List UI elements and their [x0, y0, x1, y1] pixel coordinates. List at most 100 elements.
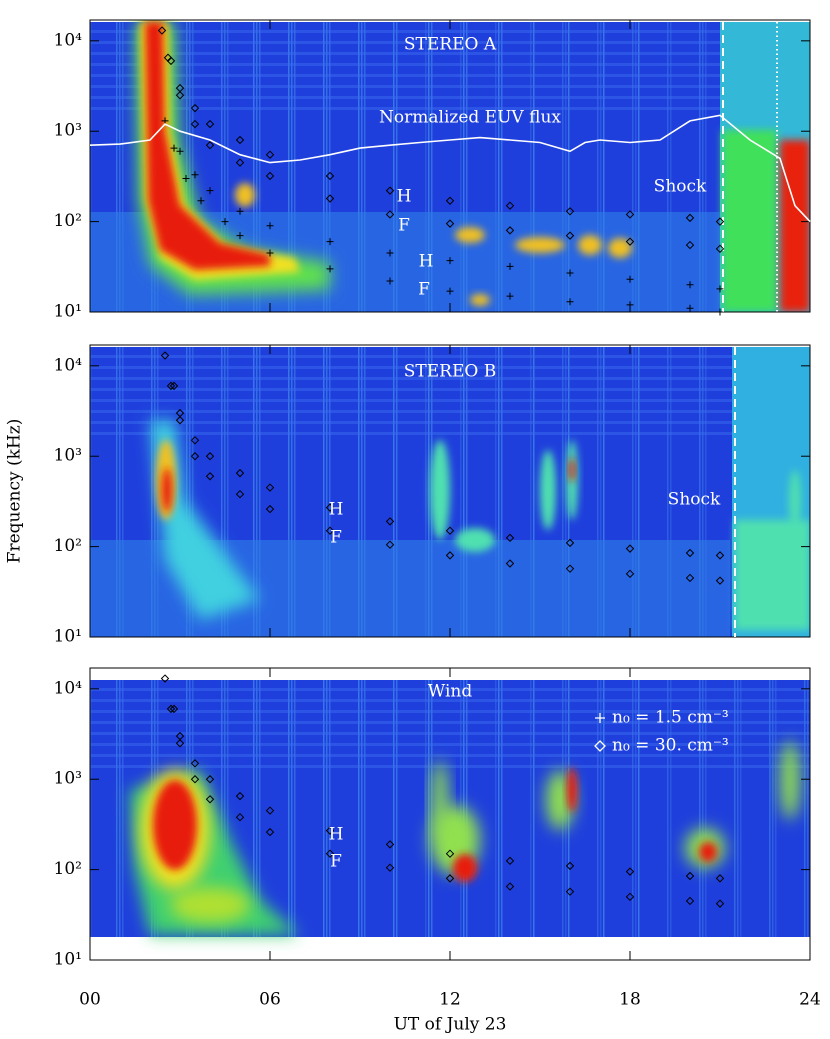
diamond-marker	[685, 871, 695, 881]
spectrum-streak	[122, 347, 124, 637]
spectrum-patch	[780, 140, 810, 312]
diamond-marker	[685, 213, 695, 223]
y-tick-label: 10³	[54, 769, 82, 789]
annotation: Shock	[668, 490, 721, 510]
spectrum-streak	[186, 347, 188, 637]
spectrum-band	[90, 710, 810, 713]
spectrum-streak	[533, 22, 535, 312]
diamond-marker	[163, 53, 173, 62]
spectrum-band	[90, 377, 810, 380]
spectrum-streak	[224, 347, 226, 637]
spectrum-streak	[189, 347, 191, 637]
spectrum-patch	[170, 887, 250, 923]
spectrum-streak	[259, 22, 261, 312]
euv-flux-line	[89, 114, 811, 223]
annotation: H	[419, 252, 434, 272]
spectrum-streak	[90, 22, 92, 312]
spectrum-streak	[565, 347, 567, 637]
spectrum-streak	[288, 22, 290, 312]
spectrum-streak	[256, 22, 258, 312]
spectrogram	[90, 680, 810, 937]
spectrum-streak	[122, 680, 124, 937]
spectrum-streak	[772, 680, 774, 937]
plus-marker	[266, 249, 274, 257]
spectrum-band	[90, 41, 810, 44]
diamond-marker	[625, 210, 635, 219]
spectrum-patch	[470, 294, 490, 306]
diamond-marker	[235, 468, 245, 478]
spectrum-streak	[670, 680, 672, 937]
spectrum-streak	[221, 347, 223, 637]
spectrum-streak	[253, 347, 255, 637]
spectrum-patch	[699, 842, 717, 862]
spectrum-streak	[565, 22, 567, 312]
spectrum-streak	[699, 347, 701, 637]
diamond-marker	[160, 674, 170, 683]
diamond-marker	[160, 351, 170, 360]
plus-marker	[626, 301, 634, 309]
plus-marker	[446, 287, 454, 295]
spectrum-streak	[702, 22, 704, 312]
diamond-marker	[385, 840, 395, 849]
plus-marker	[566, 298, 574, 306]
legend-label: n₀ = 1.5 cm⁻³	[612, 708, 729, 728]
spectrum-band	[90, 107, 810, 110]
y-tick-label: 10⁴	[54, 678, 83, 698]
diamond-marker	[445, 219, 455, 228]
spectrum-streak	[329, 347, 331, 637]
spectrum-streak	[326, 22, 328, 312]
spectrum-patch	[546, 770, 574, 830]
x-tick-label: 06	[259, 990, 281, 1010]
spectrum-streak	[501, 347, 503, 637]
x-tick-label: 00	[79, 990, 101, 1010]
spectrum-streak	[705, 680, 707, 937]
plus-marker	[266, 222, 274, 230]
spectrum-streak	[804, 680, 806, 937]
spectrum-streak	[530, 347, 532, 637]
spectrum-streak	[329, 680, 331, 937]
spectrum-streak	[632, 347, 634, 637]
spectrum-streak	[734, 680, 736, 937]
spectrum-streak	[294, 347, 296, 637]
spectrum-streak	[358, 347, 360, 637]
spectrum-streak	[699, 680, 701, 937]
spectrum-streak	[119, 22, 121, 312]
spectrum-streak	[638, 22, 640, 312]
spectrum-streak	[807, 680, 809, 937]
diamond-marker	[205, 795, 215, 804]
diamond-marker	[625, 867, 635, 876]
spectrum-streak	[227, 347, 229, 637]
diamond-marker	[325, 526, 335, 535]
y-tick-label: 10¹	[54, 950, 82, 970]
annotation: Shock	[654, 177, 707, 197]
spectrum-streak	[291, 347, 293, 637]
diamond-marker	[169, 381, 179, 391]
spectrum-streak	[737, 680, 739, 937]
spectrum-patch	[430, 440, 450, 540]
x-tick-label: 12	[439, 990, 461, 1010]
spectrum-streak	[425, 680, 427, 937]
spectrum-streak	[256, 347, 258, 637]
spectrum-streak	[154, 347, 156, 637]
spectrum-streak	[189, 22, 191, 312]
plus-marker	[236, 232, 244, 240]
diamond-marker	[190, 103, 200, 113]
diamond-marker	[166, 704, 176, 714]
spectrum-streak	[635, 22, 637, 312]
spectrum-streak	[288, 347, 290, 637]
spectrum-streak	[259, 680, 261, 937]
spectrum-streak	[495, 22, 497, 312]
plus-marker	[566, 269, 574, 277]
spectrum-band	[90, 85, 810, 88]
y-tick-label: 10²	[54, 859, 82, 879]
y-tick-label: 10¹	[54, 627, 82, 647]
y-tick-label: 10³	[54, 446, 82, 466]
legend-label: n₀ = 30. cm⁻³	[612, 736, 729, 756]
plus-marker	[236, 207, 244, 215]
diamond-marker	[325, 194, 335, 203]
spectrum-streak	[562, 22, 564, 312]
spectrum-band	[90, 366, 810, 369]
spectrum-streak	[224, 680, 226, 937]
spectrum-band	[90, 765, 810, 768]
diamond-marker	[190, 759, 200, 768]
